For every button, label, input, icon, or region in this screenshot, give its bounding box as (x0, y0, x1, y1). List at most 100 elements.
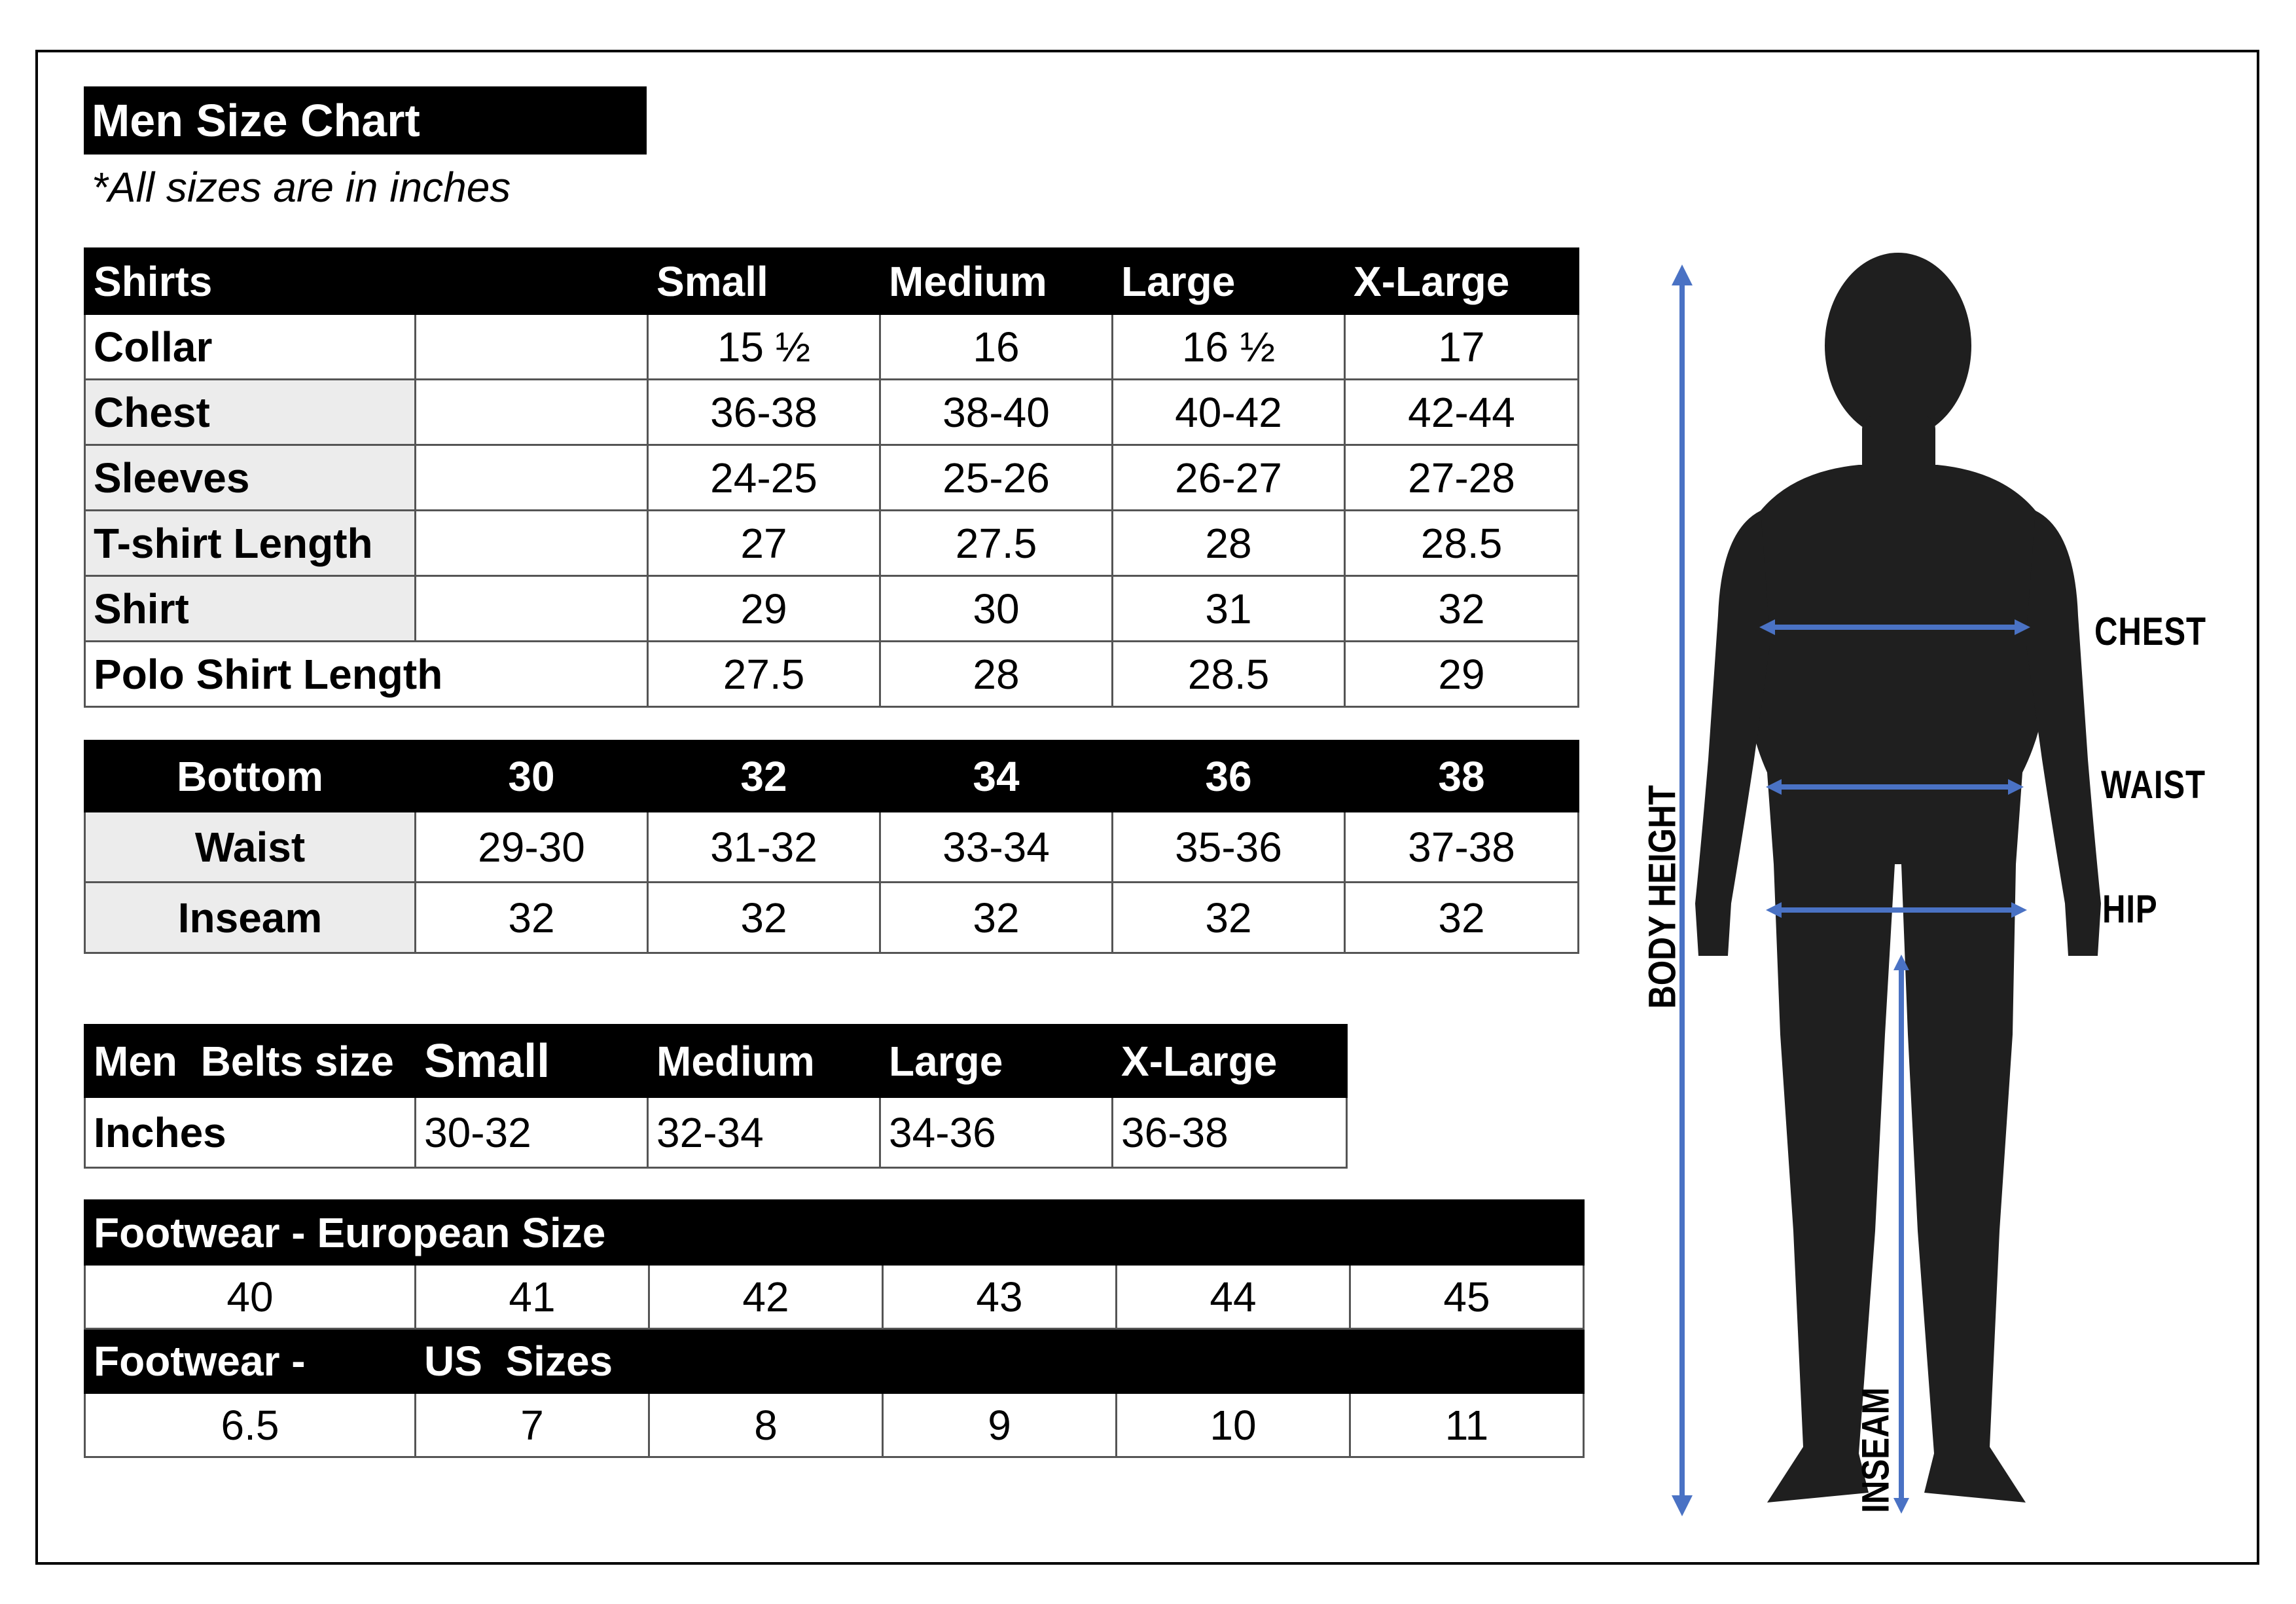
table-cell: 16 ½ (1111, 313, 1346, 380)
spacer-cell (414, 444, 649, 511)
footwear-eu-title: Footwear - European Size (84, 1199, 1585, 1266)
col-xlarge: X-Large (1111, 1024, 1348, 1098)
table-row: Inseam 32 32 32 32 32 (84, 881, 1579, 954)
table-cell: 40 (84, 1264, 416, 1330)
shirts-header: Shirts (84, 247, 649, 315)
table-cell: 8 (648, 1392, 884, 1458)
col-size: 38 (1344, 740, 1579, 812)
table-cell: 32 (1344, 575, 1579, 642)
col-size: 36 (1111, 740, 1346, 812)
table-row: 40 41 42 43 44 45 (84, 1264, 1585, 1330)
table-cell: 33-34 (879, 811, 1113, 883)
table-cell: 27 (647, 509, 881, 577)
col-medium: Medium (647, 1024, 881, 1098)
table-cell: 40-42 (1111, 378, 1346, 446)
row-label: Collar (84, 313, 416, 380)
col-small: Small (647, 247, 881, 315)
table-cell: 45 (1349, 1264, 1585, 1330)
table-cell: 35-36 (1111, 811, 1346, 883)
page-title: Men Size Chart (92, 95, 420, 146)
title-bar (84, 86, 647, 155)
inseam-label: INSEAM (1854, 1387, 1897, 1513)
bottom-table: Bottom 30 32 34 36 38 Waist 29-30 31-32 … (84, 740, 1579, 954)
footwear-us-header-row: Footwear - US Sizes (84, 1328, 1585, 1394)
belts-header: Men Belts size (84, 1024, 416, 1098)
table-cell: 29-30 (414, 811, 649, 883)
row-label: Sleeves (84, 444, 416, 511)
table-cell: 36-38 (647, 378, 881, 446)
table-cell: 31 (1111, 575, 1346, 642)
page-subtitle: *All sizes are in inches (92, 164, 511, 211)
chest-label: CHEST (2094, 610, 2206, 653)
col-xlarge: X-Large (1344, 247, 1579, 315)
table-cell: 42-44 (1344, 378, 1579, 446)
col-medium: Medium (879, 247, 1113, 315)
bottom-header: Bottom (84, 740, 416, 812)
belts-table: Men Belts size Small Medium Large X-Larg… (84, 1024, 1348, 1169)
table-cell: 9 (882, 1392, 1117, 1458)
col-size: 30 (414, 740, 649, 812)
footwear-us-title-left: Footwear - (84, 1328, 416, 1394)
table-cell: 17 (1344, 313, 1579, 380)
table-cell: 27.5 (647, 640, 881, 708)
row-label: Shirt (84, 575, 416, 642)
table-cell: 32-34 (647, 1096, 881, 1169)
table-cell: 29 (647, 575, 881, 642)
spacer-cell (414, 509, 649, 577)
belts-header-row: Men Belts size Small Medium Large X-Larg… (84, 1024, 1348, 1098)
row-label: Chest (84, 378, 416, 446)
hip-label: HIP (2102, 887, 2158, 931)
table-cell: 26-27 (1111, 444, 1346, 511)
table-cell: 28.5 (1111, 640, 1346, 708)
spacer-cell (414, 378, 649, 446)
body-height-label: BODY HEIGHT (1641, 785, 1684, 1009)
spacer-cell (414, 575, 649, 642)
table-cell: 32 (1344, 881, 1579, 954)
table-cell: 16 (879, 313, 1113, 380)
table-cell: 28 (1111, 509, 1346, 577)
table-row: Sleeves 24-25 25-26 26-27 27-28 (84, 444, 1579, 511)
table-cell: 15 ½ (647, 313, 881, 380)
table-row: Collar 15 ½ 16 16 ½ 17 (84, 313, 1579, 380)
table-cell: 31-32 (647, 811, 881, 883)
table-cell: 25-26 (879, 444, 1113, 511)
col-size: 34 (879, 740, 1113, 812)
row-label: Polo Shirt Length (84, 640, 649, 708)
row-label: Inseam (84, 881, 416, 954)
table-cell: 24-25 (647, 444, 881, 511)
table-row: Inches 30-32 32-34 34-36 36-38 (84, 1096, 1348, 1169)
table-row: T-shirt Length 27 27.5 28 28.5 (84, 509, 1579, 577)
row-label: T-shirt Length (84, 509, 416, 577)
table-cell: 11 (1349, 1392, 1585, 1458)
footwear-us-title-right: US Sizes (414, 1328, 1585, 1394)
page-border (35, 50, 2259, 1565)
waist-label: WAIST (2101, 763, 2206, 807)
table-cell: 27.5 (879, 509, 1113, 577)
table-cell: 43 (882, 1264, 1117, 1330)
table-cell: 30 (879, 575, 1113, 642)
spacer-cell (414, 313, 649, 380)
col-large: Large (879, 1024, 1113, 1098)
table-row: Polo Shirt Length 27.5 28 28.5 29 (84, 640, 1579, 708)
shirts-header-row: Shirts Small Medium Large X-Large (84, 247, 1579, 315)
row-label: Inches (84, 1096, 416, 1169)
table-row: Shirt 29 30 31 32 (84, 575, 1579, 642)
table-cell: 38-40 (879, 378, 1113, 446)
bottom-header-row: Bottom 30 32 34 36 38 (84, 740, 1579, 812)
table-cell: 44 (1115, 1264, 1351, 1330)
table-row: Waist 29-30 31-32 33-34 35-36 37-38 (84, 811, 1579, 883)
table-cell: 28 (879, 640, 1113, 708)
table-cell: 42 (648, 1264, 884, 1330)
table-row: 6.5 7 8 9 10 11 (84, 1392, 1585, 1458)
table-cell: 32 (1111, 881, 1346, 954)
table-cell: 6.5 (84, 1392, 416, 1458)
table-cell: 10 (1115, 1392, 1351, 1458)
body-measurement-figure (1672, 253, 2101, 1516)
shirts-table: Shirts Small Medium Large X-Large Collar… (84, 247, 1579, 708)
table-cell: 29 (1344, 640, 1579, 708)
table-cell: 7 (414, 1392, 650, 1458)
table-cell: 36-38 (1111, 1096, 1348, 1169)
col-large: Large (1111, 247, 1346, 315)
col-small: Small (414, 1024, 649, 1098)
table-cell: 27-28 (1344, 444, 1579, 511)
